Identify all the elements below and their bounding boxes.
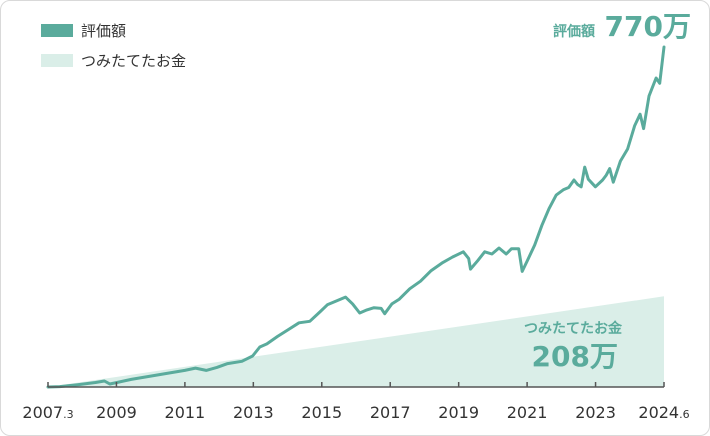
legend-label-valuation: 評価額 — [81, 21, 127, 40]
x-tick-label: 2011 — [165, 403, 206, 422]
contribution-annotation-label: つみたてたお金 — [524, 320, 623, 337]
valuation-line — [46, 45, 666, 389]
x-tick-label: 2019 — [438, 403, 479, 422]
legend-item-valuation: 評価額 — [41, 18, 186, 42]
valuation-annotation-value: 770万 — [605, 10, 691, 43]
legend-item-contribution: つみたてたお金 — [41, 48, 186, 72]
valuation-annotation-label: 評価額 — [553, 23, 595, 40]
x-tick-label: 2009 — [96, 403, 137, 422]
legend-swatch-valuation — [41, 23, 73, 37]
x-tick-group: 2007.3 2009 2011 2013 2015 2017 2019 2021 2023 20… — [22, 382, 690, 422]
contribution-annotation-value: 208万 — [532, 340, 618, 373]
contribution-area — [48, 296, 664, 387]
x-tick-label: 2017 — [370, 403, 411, 422]
x-tick-label: 2021 — [507, 403, 548, 422]
x-tick-label: 2015 — [301, 403, 342, 422]
x-tick-label: 2024.6 — [638, 403, 689, 422]
x-tick-label: 2023 — [575, 403, 616, 422]
x-tick-label: 2013 — [233, 403, 274, 422]
legend-swatch-contribution — [41, 53, 73, 67]
x-tick-label: 2007.3 — [22, 403, 73, 422]
valuation-annotation: 評価額 770万 — [553, 10, 691, 43]
chart-legend: 評価額 つみたてたお金 — [41, 18, 186, 78]
legend-label-contribution: つみたてたお金 — [81, 51, 187, 70]
